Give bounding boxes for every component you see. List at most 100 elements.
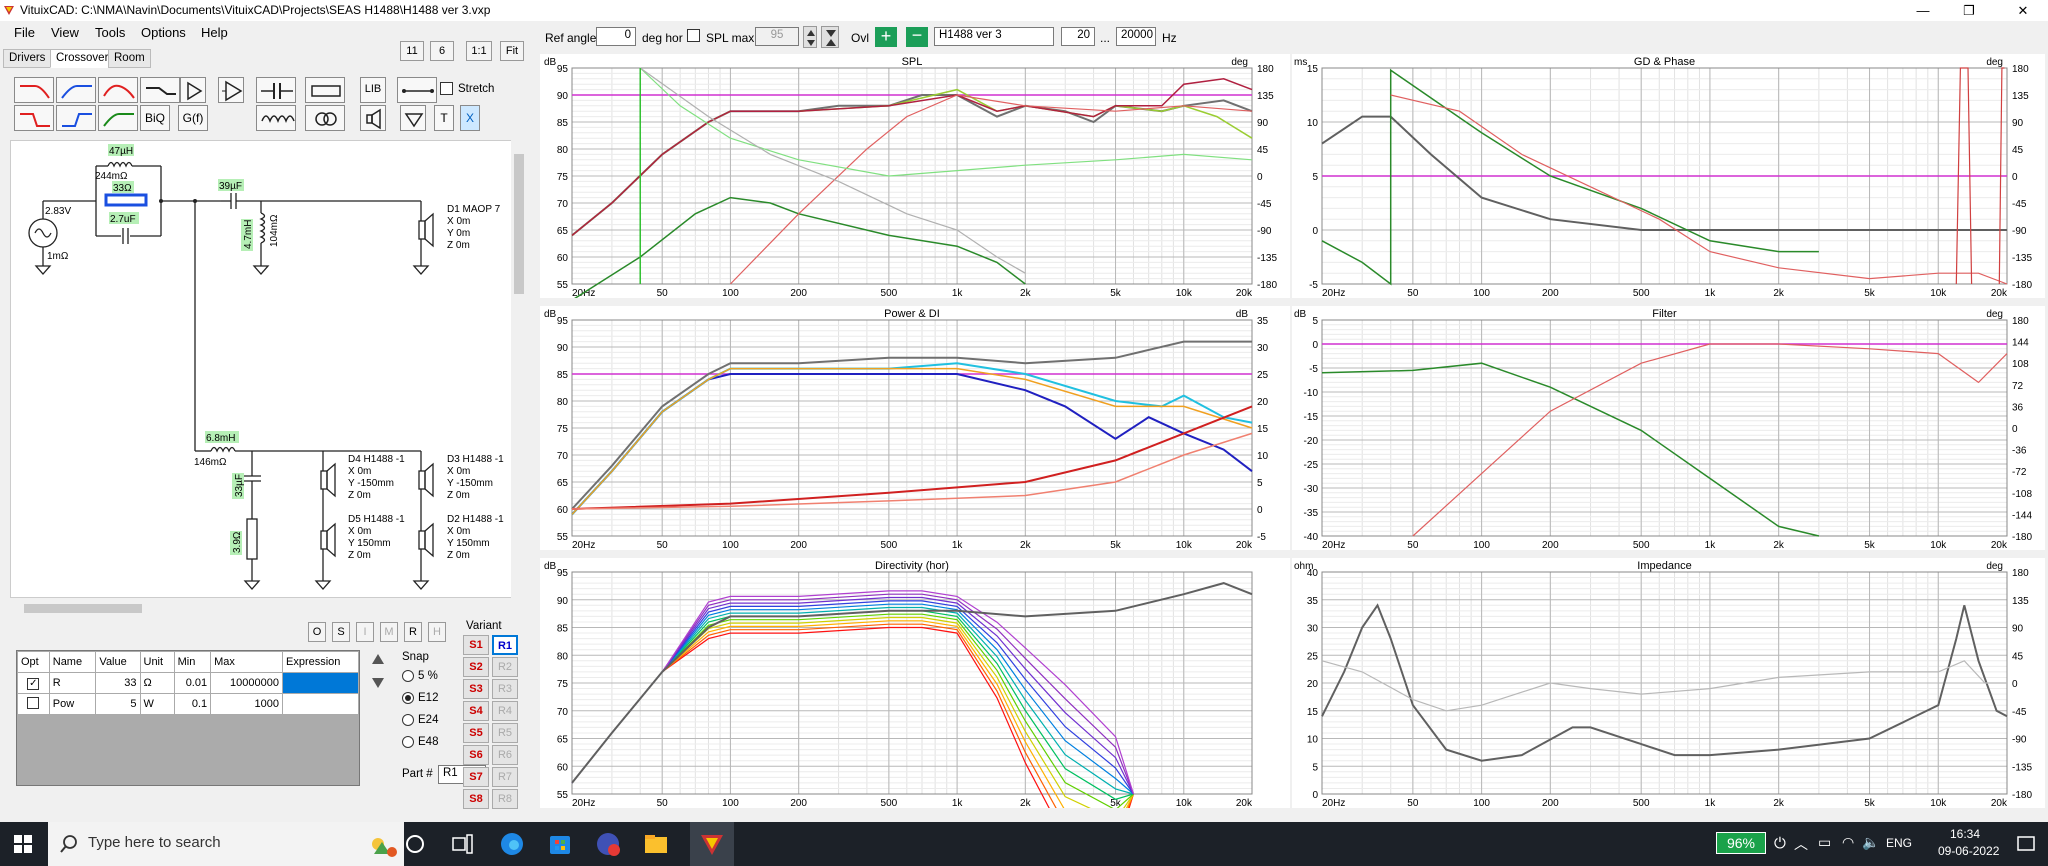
menu-tools[interactable]: Tools	[95, 25, 126, 40]
menu-view[interactable]: View	[51, 25, 79, 40]
taskbar-search[interactable]: Type here to search	[48, 822, 404, 866]
driver-button[interactable]	[360, 105, 386, 131]
variant-s7[interactable]: S7	[463, 767, 489, 787]
variant-name-input[interactable]: H1488 ver 3	[934, 27, 1054, 46]
ground-button[interactable]	[400, 105, 426, 131]
opt-checkbox[interactable]	[27, 696, 40, 709]
clock-time[interactable]: 16:34	[1950, 827, 1981, 841]
snap-5-radio[interactable]: 5 %	[402, 670, 438, 682]
zoom-b-input[interactable]: 6	[430, 41, 454, 61]
variant-r2[interactable]: R2	[492, 657, 518, 677]
minimize-button[interactable]: —	[1916, 3, 1930, 18]
language-indicator[interactable]: ENG	[1886, 836, 1913, 850]
spl-max-input[interactable]: 95	[755, 27, 799, 46]
variant-s5[interactable]: S5	[463, 723, 489, 743]
snap-e24-radio[interactable]: E24	[402, 714, 438, 726]
stretch-checkbox[interactable]	[440, 82, 453, 95]
add-overlay-button[interactable]: +	[875, 27, 897, 47]
file-explorer-icon[interactable]	[642, 830, 670, 858]
battery-badge[interactable]: 96%	[1716, 832, 1766, 854]
move-down-button[interactable]	[368, 676, 388, 696]
store-icon[interactable]	[546, 830, 574, 858]
menu-file[interactable]: File	[14, 25, 35, 40]
close-button[interactable]: ✕	[2017, 3, 2029, 18]
op-r-button[interactable]: R	[404, 622, 422, 642]
buffer-button[interactable]	[180, 77, 206, 103]
network-icon[interactable]: ▭	[1818, 834, 1832, 850]
variant-s6[interactable]: S6	[463, 745, 489, 765]
wifi-icon[interactable]: ◠	[1842, 834, 1855, 850]
variant-r4[interactable]: R4	[492, 701, 518, 721]
highpass-blue-button[interactable]	[56, 77, 96, 103]
capacitor-button[interactable]	[256, 77, 296, 103]
variant-r7[interactable]: R7	[492, 767, 518, 787]
biquad-button[interactable]: BiQ	[140, 105, 170, 131]
power-di-chart[interactable]: 20Hz 50 100 200 500 1k 2k 5k 10k 20k 95 90 85 80 75 70 6…	[540, 306, 1290, 550]
op-s-button[interactable]: S	[332, 622, 350, 642]
parameter-grid[interactable]: Opt Name Value Unit Min Max Expression ✓ R 33 …	[16, 650, 360, 786]
op-o-button[interactable]: O	[308, 622, 326, 642]
variant-r5[interactable]: R5	[492, 723, 518, 743]
schematic-canvas[interactable]: 2.83V 1mΩ 47µH 244mΩ 33Ω 2.7uF 39µF 4.7m…	[10, 140, 517, 598]
opt-checkbox[interactable]: ✓	[27, 677, 40, 690]
maximize-button[interactable]: ❐	[1963, 3, 1975, 18]
impedance-chart[interactable]: 20Hz 50 100 200 500 1k 2k 5k 10k 20k 40 35 30 25 20 15 1…	[1292, 558, 2045, 808]
spl-max-spinner[interactable]	[803, 26, 817, 48]
text-button[interactable]: T	[434, 105, 454, 131]
cortana-icon[interactable]	[404, 833, 426, 855]
snap-e12-radio[interactable]: E12	[402, 692, 438, 704]
variant-r1[interactable]: R1	[492, 635, 518, 655]
variant-s3[interactable]: S3	[463, 679, 489, 699]
power-icon[interactable]: ⏻	[1774, 835, 1786, 852]
move-up-button[interactable]	[368, 652, 388, 672]
resistor-button[interactable]	[305, 77, 345, 103]
variant-s2[interactable]: S2	[463, 657, 489, 677]
variant-r3[interactable]: R3	[492, 679, 518, 699]
vituixcad-taskbar-item[interactable]	[690, 822, 734, 866]
opamp-button[interactable]	[218, 77, 244, 103]
zoom-a-input[interactable]: 11	[400, 41, 424, 61]
variant-r6[interactable]: R6	[492, 745, 518, 765]
menu-options[interactable]: Options	[141, 25, 186, 40]
lowpass2-red-button[interactable]	[14, 105, 54, 131]
lowpass-red-button[interactable]	[14, 77, 54, 103]
gf-button[interactable]: G(f)	[178, 105, 208, 131]
transformer-button[interactable]	[305, 105, 345, 131]
op-h-button[interactable]: H	[428, 622, 446, 642]
tab-drivers[interactable]: Drivers	[3, 49, 52, 68]
tray-up-icon[interactable]: ︿	[1794, 836, 1808, 852]
variant-s8[interactable]: S8	[463, 789, 489, 809]
inductor-button[interactable]	[256, 105, 296, 131]
variant-s4[interactable]: S4	[463, 701, 489, 721]
zoom-ratio-button[interactable]: 1:1	[466, 41, 492, 61]
bandpass-red-button[interactable]	[98, 77, 138, 103]
edge-icon[interactable]	[498, 830, 526, 858]
spl-chart[interactable]: 20Hz 50 100 200 500 1k 2k 5k 10k 20k 95 90 85 80 75 70 6…	[540, 54, 1290, 298]
spl-max-checkbox[interactable]	[687, 29, 700, 42]
highpass2-blue-button[interactable]	[56, 105, 96, 131]
op-i-button[interactable]: I	[356, 622, 374, 642]
filter-chart[interactable]: 20Hz 50 100 200 500 1k 2k 5k 10k 20k 5 0 -5 -10 -15 -20…	[1292, 306, 2045, 550]
shelf-button[interactable]	[140, 77, 180, 103]
ref-angle-input[interactable]: 0	[596, 27, 636, 46]
tab-room[interactable]: Room	[108, 49, 151, 68]
variant-r8[interactable]: R8	[492, 789, 518, 809]
delete-button[interactable]: X	[460, 105, 480, 131]
sort-button[interactable]	[821, 26, 839, 48]
remove-overlay-button[interactable]: −	[906, 26, 928, 47]
allpass-green-button[interactable]	[98, 105, 138, 131]
tab-crossover[interactable]: Crossover	[50, 49, 115, 68]
gd-phase-chart[interactable]: 20Hz 50 100 200 500 1k 2k 5k 10k 20k 15 10 5 0 -5 180 13…	[1292, 54, 2045, 298]
op-m-button[interactable]: M	[380, 622, 398, 642]
directivity-chart[interactable]: 20Hz 50 100 200 500 1k 2k 5k 10k 20k 95 90 85 80 75 70 6…	[540, 558, 1290, 808]
schematic-hscroll[interactable]	[10, 600, 510, 616]
freq-max-input[interactable]: 20000	[1116, 27, 1156, 46]
task-view-icon[interactable]	[452, 834, 474, 854]
expression-cell[interactable]	[282, 672, 359, 694]
library-button[interactable]: LIB	[360, 77, 386, 103]
schematic-vscroll[interactable]	[511, 140, 527, 598]
volume-icon[interactable]: 🔈	[1862, 834, 1880, 850]
menu-help[interactable]: Help	[201, 25, 228, 40]
zoom-fit-button[interactable]: Fit	[500, 41, 524, 61]
windows-start-icon[interactable]	[14, 835, 32, 853]
